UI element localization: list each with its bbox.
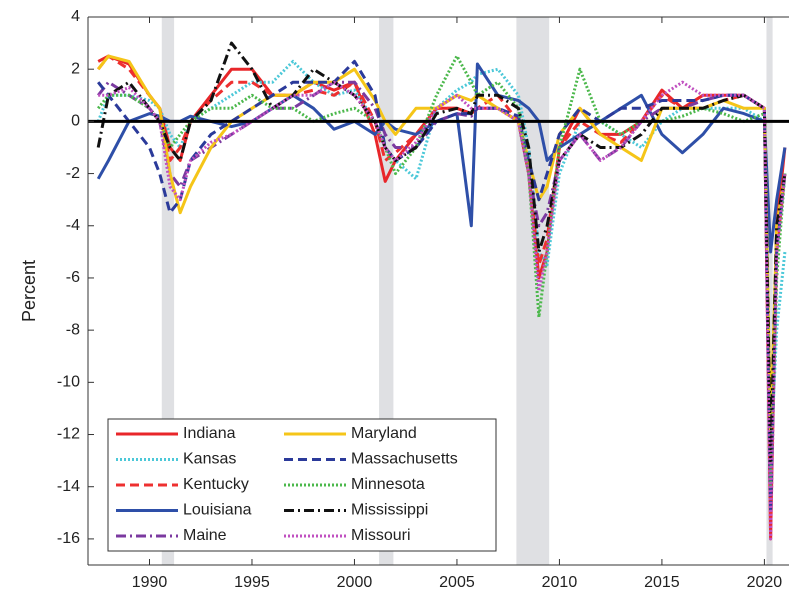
legend-label: Missouri [351,527,411,544]
y-tick-label: -10 [57,374,80,391]
legend-label: Mississippi [351,502,428,519]
x-tick-label: 2005 [439,574,475,591]
legend-label: Louisiana [183,502,252,519]
y-tick-label: 2 [71,60,80,77]
x-tick-label: 2000 [337,574,373,591]
legend: Indiana Kansas Kentucky Louisiana Maine Maryl… [107,418,497,552]
legend-label: Minnesota [351,476,425,493]
legend-label: Maine [183,527,227,544]
y-tick-label: 0 [71,113,80,130]
legend-label: Kansas [183,451,236,468]
legend-label: Indiana [183,425,236,442]
legend-label: Massachusetts [351,451,458,468]
x-tick-label: 2020 [747,574,783,591]
series-line [96,62,787,254]
legend-label: Maryland [351,425,417,442]
y-tick-label: -2 [66,165,80,182]
y-tick-label: -4 [66,217,80,234]
axes-layer: 4 2 0 -2 -4 -6 -8 -10 -12 -14 -16 1990 1995 2000 2005 2… [57,8,789,591]
y-tick-label: 4 [71,8,80,25]
x-tick-label: 2015 [644,574,680,591]
series-line [96,41,787,463]
x-tick-label: 1990 [132,574,168,591]
series-line [98,80,787,541]
recession-shade [516,17,550,565]
series-line [97,54,787,489]
x-tick-label: 1995 [234,574,270,591]
y-axis-label: Percent [19,260,39,322]
y-tick-label: -8 [66,321,80,338]
recession-shade [766,17,773,565]
y-tick-label: -16 [57,530,80,547]
legend-label: Kentucky [183,476,249,493]
y-tick-label: -6 [66,269,80,286]
x-tick-label: 2010 [542,574,578,591]
y-tick-label: -12 [57,426,80,443]
y-tick-label: -14 [57,478,80,495]
